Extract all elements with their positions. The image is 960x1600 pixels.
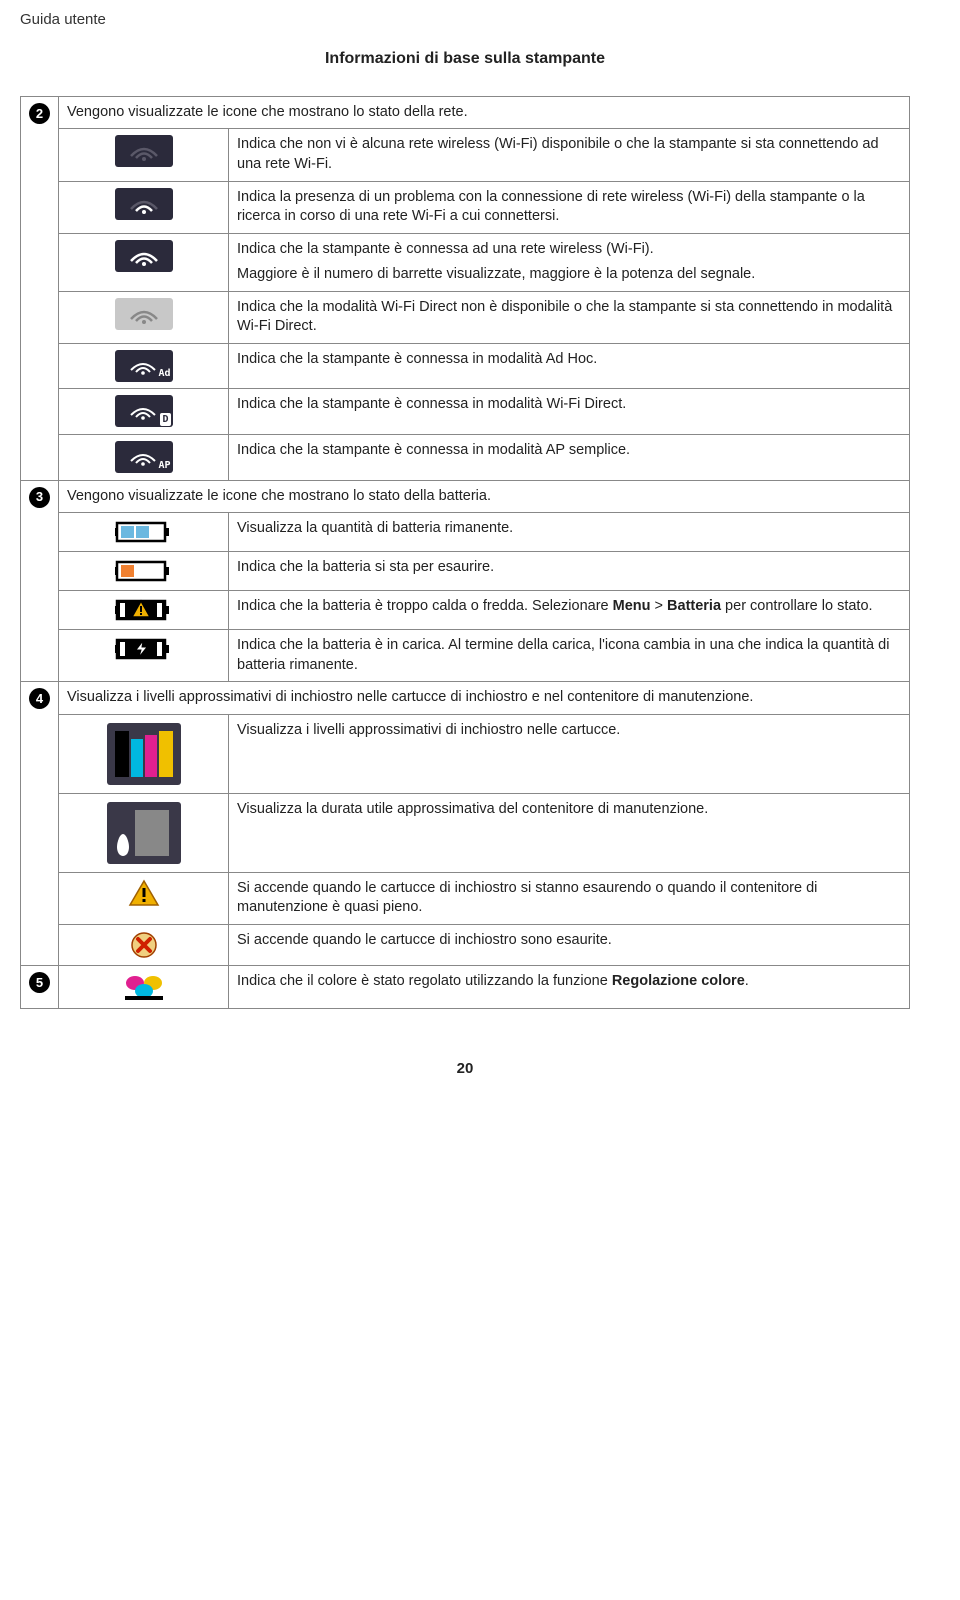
label-ad: Ad xyxy=(158,367,170,381)
icon-maintenance-box xyxy=(59,793,229,872)
row3-title: Vengono visualizzate le icone che mostra… xyxy=(59,480,910,513)
desc-color-adjust: Indica che il colore è stato regolato ut… xyxy=(229,965,910,1008)
num-circle-2: 2 xyxy=(29,103,50,124)
icon-battery-warn xyxy=(59,591,229,630)
icon-color-adjust xyxy=(59,965,229,1008)
icon-wifi-none xyxy=(59,129,229,181)
desc-color-adjust-post: . xyxy=(745,973,749,989)
icon-ink-levels xyxy=(59,714,229,793)
desc-battery-warn-b2: Batteria xyxy=(667,598,721,614)
row4-title: Visualizza i livelli approssimativi di i… xyxy=(59,682,910,715)
desc-wifi-direct-na: Indica che la modalità Wi-Fi Direct non … xyxy=(229,291,910,343)
desc-battery-warn-post: per controllare lo stato. xyxy=(721,598,873,614)
desc-battery-warn-pre: Indica che la batteria è troppo calda o … xyxy=(237,598,613,614)
page-number: 20 xyxy=(20,1059,910,1079)
icon-battery-level xyxy=(59,513,229,552)
desc-ink-empty: Si accende quando le cartucce di inchios… xyxy=(229,924,910,965)
desc-wifi-connected: Indica che la stampante è connessa ad un… xyxy=(229,233,910,291)
num-circle-5: 5 xyxy=(29,972,50,993)
section-title: Informazioni di base sulla stampante xyxy=(20,48,910,70)
icon-wifi-adhoc: Ad xyxy=(59,343,229,389)
icon-ink-warning xyxy=(59,872,229,924)
num-circle-4: 4 xyxy=(29,688,50,709)
desc-battery-level: Visualizza la quantità di batteria riman… xyxy=(229,513,910,552)
desc-ink-warning: Si accende quando le cartucce di inchios… xyxy=(229,872,910,924)
icon-table: 2 Vengono visualizzate le icone che most… xyxy=(20,96,910,1009)
num-cell-5: 5 xyxy=(21,965,59,1008)
desc-battery-warn-mid: > xyxy=(651,598,668,614)
desc-wifi-problem: Indica la presenza di un problema con la… xyxy=(229,181,910,233)
desc-wifi-connected-p2: Maggiore è il numero di barrette visuali… xyxy=(237,265,901,285)
icon-wifi-ap: AP xyxy=(59,435,229,481)
label-ap: AP xyxy=(158,459,170,473)
desc-wifi-none: Indica che non vi è alcuna rete wireless… xyxy=(229,129,910,181)
desc-ink-levels: Visualizza i livelli approssimativi di i… xyxy=(229,714,910,793)
desc-wifi-ap: Indica che la stampante è connessa in mo… xyxy=(229,435,910,481)
icon-battery-charging xyxy=(59,630,229,682)
desc-color-adjust-pre: Indica che il colore è stato regolato ut… xyxy=(237,973,612,989)
num-circle-3: 3 xyxy=(29,487,50,508)
icon-battery-low xyxy=(59,552,229,591)
icon-ink-empty xyxy=(59,924,229,965)
desc-wifi-connected-p1: Indica che la stampante è connessa ad un… xyxy=(237,240,901,260)
desc-battery-charging: Indica che la batteria è in carica. Al t… xyxy=(229,630,910,682)
desc-color-adjust-b: Regolazione colore xyxy=(612,973,745,989)
icon-wifi-problem xyxy=(59,181,229,233)
icon-wifi-connected xyxy=(59,233,229,291)
desc-wifi-direct: Indica che la stampante è connessa in mo… xyxy=(229,389,910,435)
desc-battery-warn-b1: Menu xyxy=(613,598,651,614)
num-cell-3: 3 xyxy=(21,480,59,682)
desc-wifi-adhoc: Indica che la stampante è connessa in mo… xyxy=(229,343,910,389)
icon-wifi-direct-na xyxy=(59,291,229,343)
row2-title: Vengono visualizzate le icone che mostra… xyxy=(59,96,910,129)
desc-battery-warn: Indica che la batteria è troppo calda o … xyxy=(229,591,910,630)
num-cell-2: 2 xyxy=(21,96,59,480)
desc-maintenance-box: Visualizza la durata utile approssimativ… xyxy=(229,793,910,872)
icon-wifi-direct: D xyxy=(59,389,229,435)
label-d: D xyxy=(160,413,170,427)
desc-battery-low: Indica che la batteria si sta per esauri… xyxy=(229,552,910,591)
num-cell-4: 4 xyxy=(21,682,59,966)
header-title: Guida utente xyxy=(20,10,910,30)
